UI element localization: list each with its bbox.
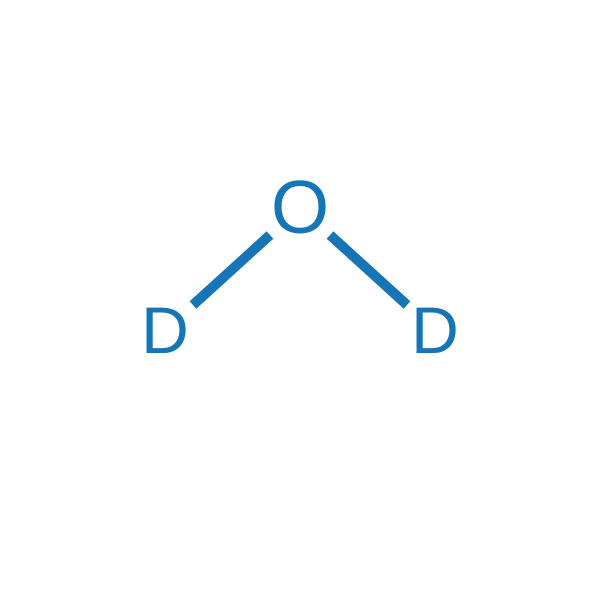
molecule-diagram: O D D: [0, 0, 600, 600]
atom-label-D2: D: [411, 293, 459, 367]
atom-label-D1: D: [141, 293, 189, 367]
diagram-background: [0, 0, 600, 600]
atom-label-O: O: [271, 165, 329, 249]
